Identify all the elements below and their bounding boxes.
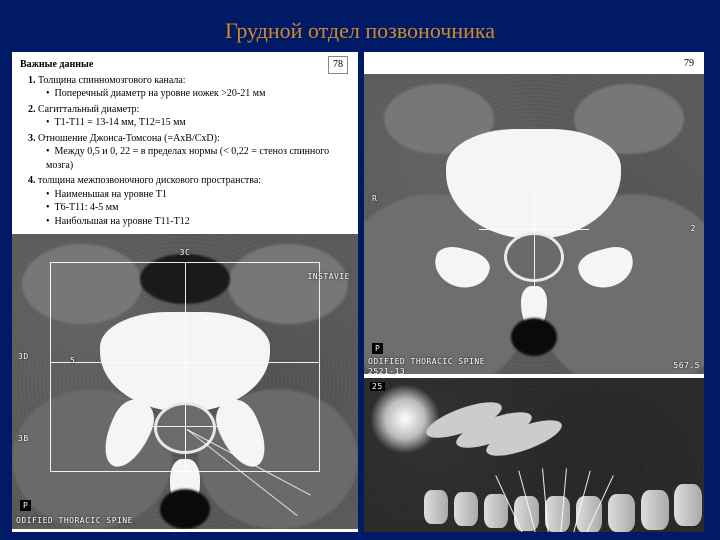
item-label: Отношение Джонса-Томсона (=АхВ/СхD): [38,133,220,144]
page-number-left: 78 [328,56,348,74]
sub-item: Наименьшая на уровне Т1 [46,188,350,202]
ct-overlay-bottom: 2521-13 [368,367,405,374]
list-item: Толщина спинномозгового канала: Поперечн… [38,74,350,101]
list-item: Отношение Джонса-Томсона (=АхВ/СхD): Меж… [38,132,350,173]
ct-overlay-label: INSTAVIE [307,272,350,281]
ct-overlay-label: 2 [691,224,696,233]
ct-image-right-bottom: 25 4 [364,378,704,532]
ct-overlay-label: R [372,194,377,203]
ct-overlay-label: 5 [70,356,75,365]
text-header: Важные данные [20,58,350,72]
ct-overlay-bottom: ODIFIED THORACIC SPINE [16,516,133,525]
item-label: Сагиттальный диаметр: [38,104,139,115]
content-row: 78 Важные данные Толщина спинномозгового… [0,52,720,532]
list-item: Сагиттальный диаметр: Т1-Т11 = 13-14 мм,… [38,103,350,130]
ct-image-right-top: 2 R P ODIFIED THORACIC SPINE 2521-13 567… [364,74,704,374]
list-item: толщина межпозвоночного дискового простр… [38,174,350,228]
ct-overlay-label: 3C [180,248,191,257]
sub-item: Поперечный диаметр на уровне ножек >20-2… [46,87,350,101]
ct-overlay-label: 3B [18,434,29,443]
left-panel: 78 Важные данные Толщина спинномозгового… [12,52,358,532]
page-number-right: 79 [684,58,694,69]
right-panel: 79 2 R P ODIFIED THORACIC SPINE [364,52,704,532]
ct-overlay-label: 25 [370,382,385,391]
item-label: толщина межпозвоночного дискового простр… [38,175,261,186]
sub-item: Наибольшая на уровне Т11-Т12 [46,215,350,229]
ct-image-left: 3C 3D 3B INSTAVIE 5 P ODIFIED THORACIC S… [12,234,358,529]
item-label: Толщина спинномозгового канала: [38,75,186,86]
sub-item: Между 0,5 и 0, 22 = в пределах нормы (< … [46,145,350,172]
ct-overlay-label: 3D [18,352,29,361]
ct-overlay-label: 567.5 [673,361,700,370]
ct-overlay-p: P [372,343,383,354]
sub-item: Т1-Т11 = 13-14 мм, Т12=15 мм [46,116,350,130]
page-title: Грудной отдел позвоночника [0,0,720,52]
text-block: 78 Важные данные Толщина спинномозгового… [12,52,358,232]
ct-overlay-bottom: ODIFIED THORACIC SPINE [368,357,485,366]
ct-overlay-p: P [20,500,31,511]
sub-item: Т6-Т11: 4-5 мм [46,201,350,215]
